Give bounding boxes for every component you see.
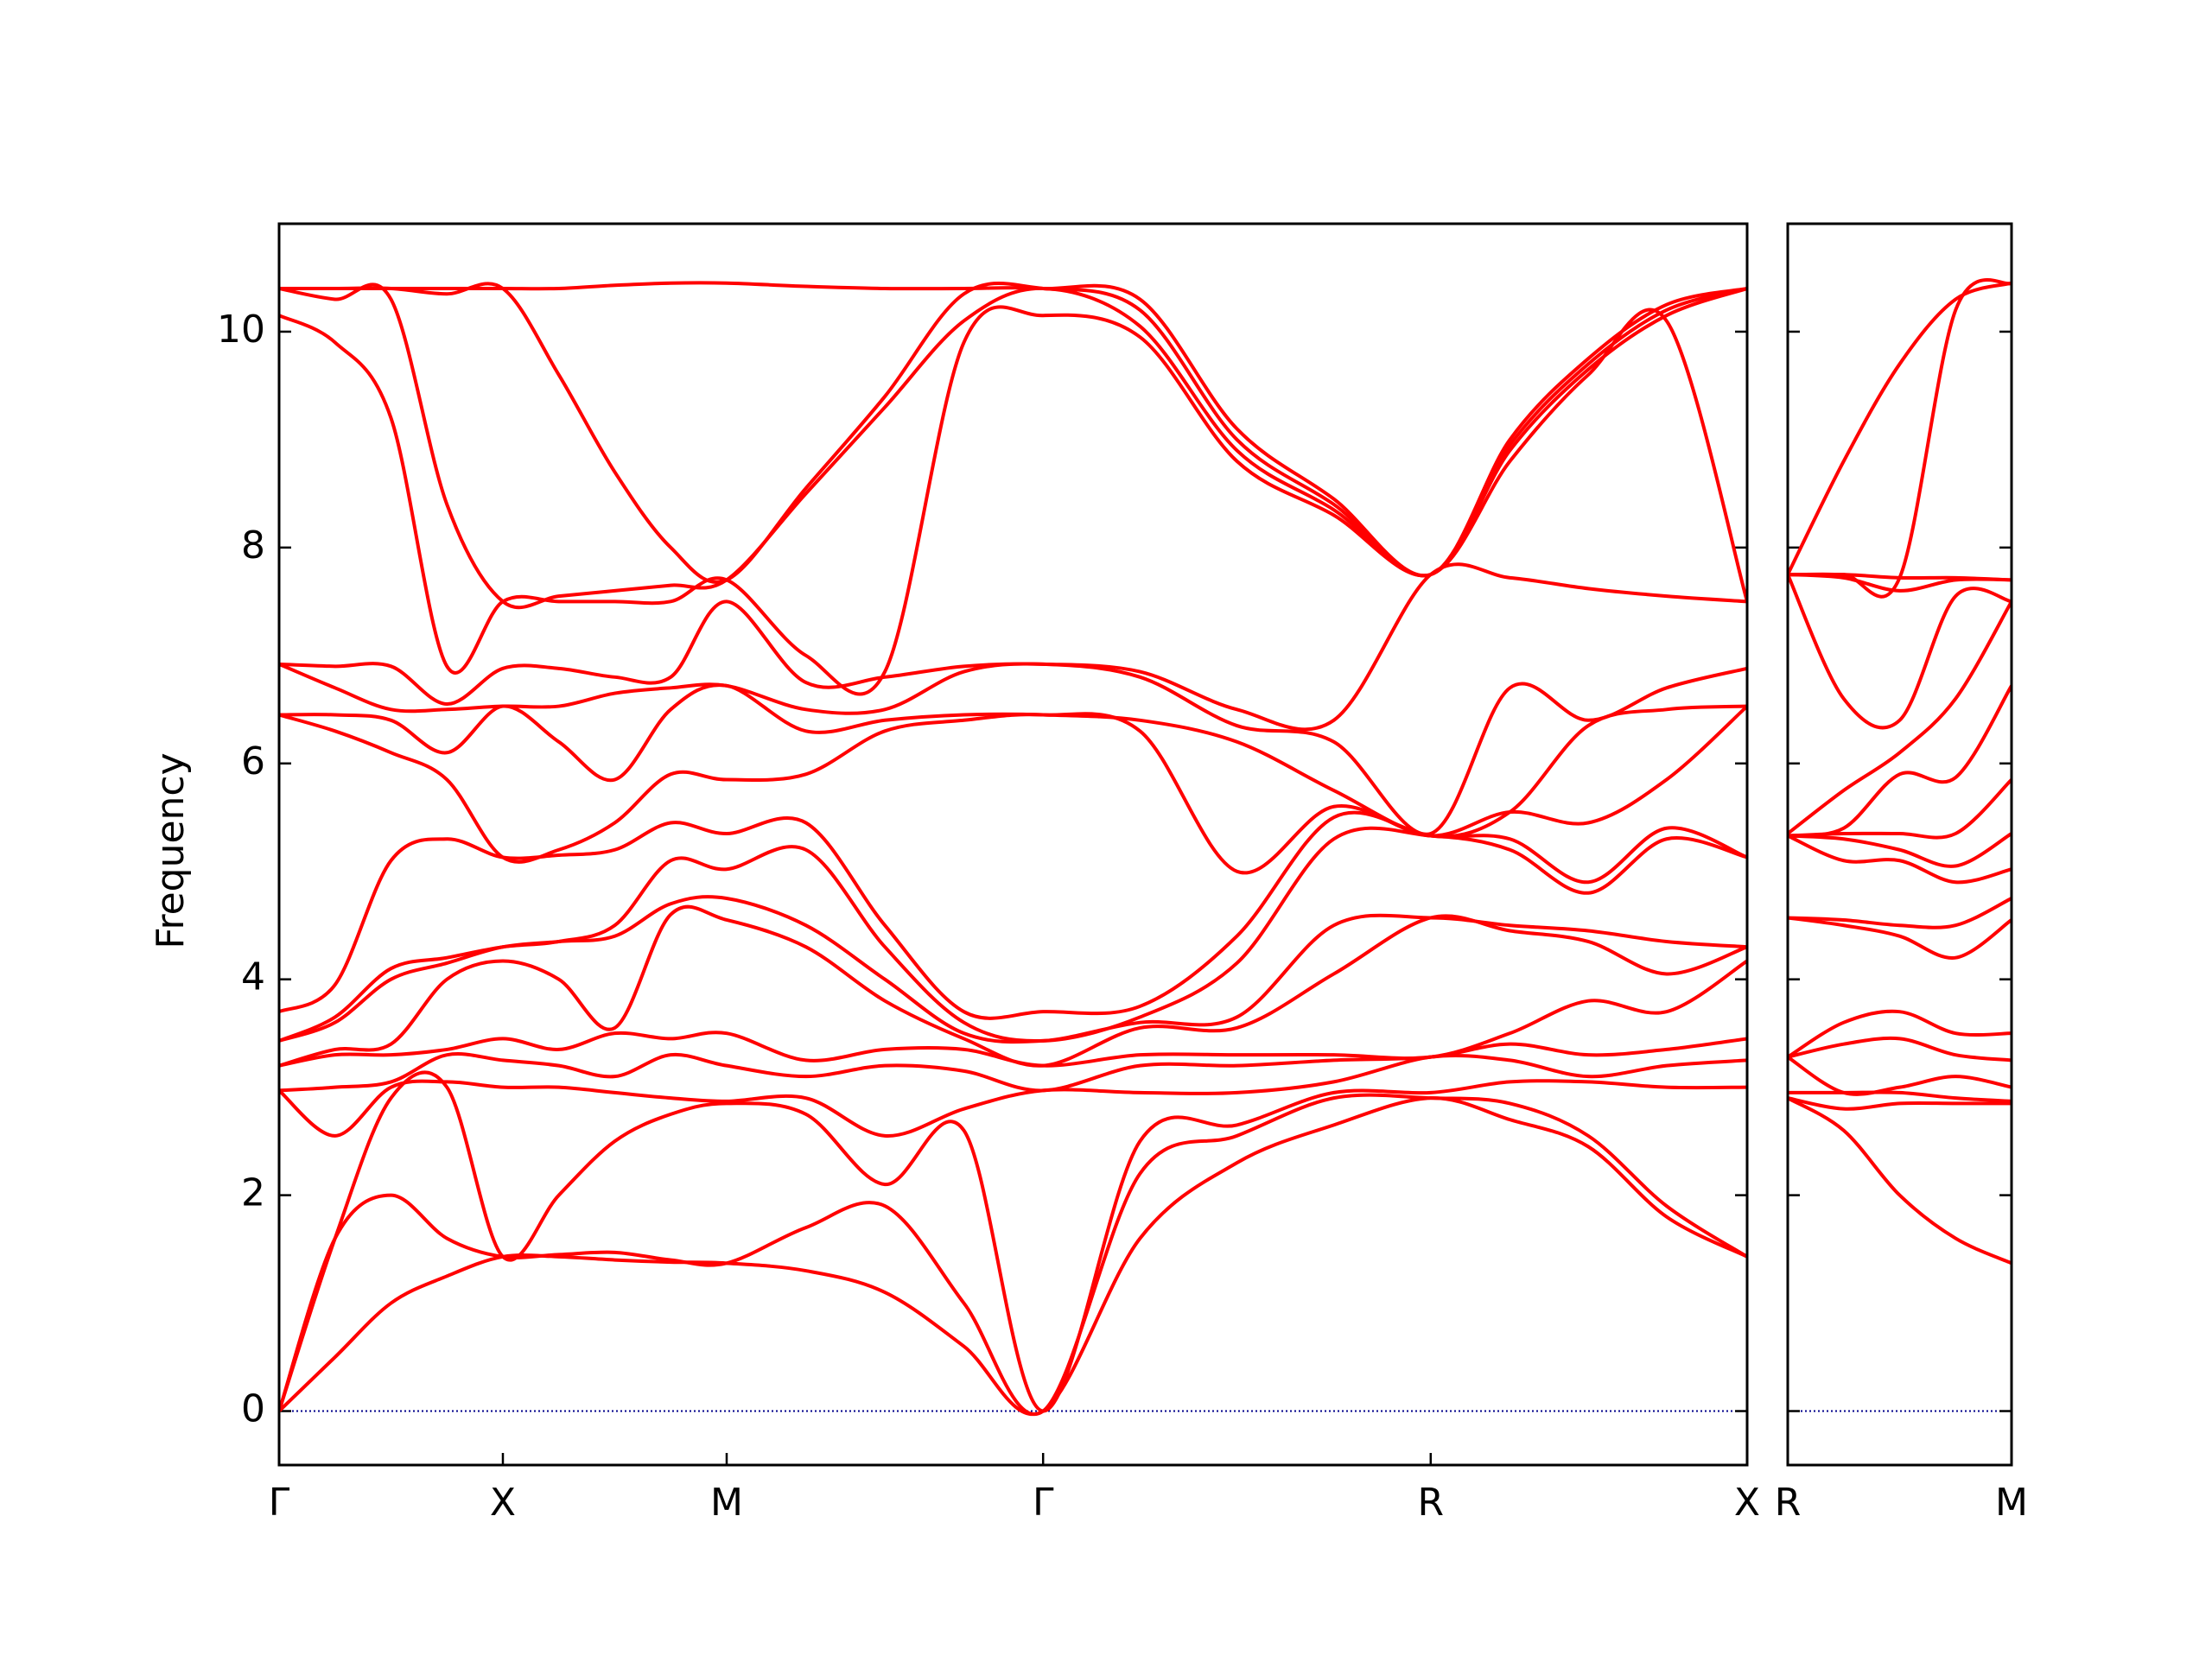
band-line: [279, 282, 1747, 610]
band-line: [1788, 281, 2012, 575]
band-line: [1788, 916, 2012, 960]
band-line: [1788, 278, 2012, 599]
band-line: [1788, 600, 2012, 835]
x-tick-label: R: [1775, 1481, 1802, 1525]
band-line: [279, 895, 1747, 1044]
band-line: [279, 904, 1747, 1068]
y-tick-label: 6: [241, 739, 265, 783]
band-line: [279, 826, 1747, 1044]
band-line: [1788, 684, 2012, 838]
x-tick-label: X: [490, 1481, 516, 1525]
y-tick-label: 10: [217, 308, 265, 352]
band-line: [1788, 574, 2012, 730]
x-tick-label: M: [1995, 1481, 2028, 1525]
band-line: [279, 1070, 1747, 1413]
plot-frame: [1786, 222, 2013, 1467]
y-axis-label: Frequency: [149, 752, 193, 948]
band-line: [279, 1037, 1747, 1093]
x-tick-label: M: [710, 1481, 743, 1525]
band-line: [279, 562, 1747, 732]
y-tick-label: 4: [241, 955, 265, 999]
band-line: [1788, 1009, 2012, 1059]
band-line: [1788, 1096, 2012, 1111]
x-tick-label: X: [1734, 1481, 1760, 1525]
band-line: [279, 959, 1747, 1068]
plot-frame: [277, 222, 1749, 1467]
band-line: [1788, 832, 2012, 868]
band-line: [1788, 897, 2012, 929]
band-line: [279, 662, 1747, 836]
band-line: [279, 1096, 1747, 1417]
band-line: [1788, 1090, 2012, 1103]
band-line: [279, 281, 1747, 578]
x-tick-label: Γ: [1033, 1481, 1054, 1525]
band-line: [1788, 1055, 2012, 1096]
x-tick-label: Γ: [269, 1481, 290, 1525]
band-line: [279, 1093, 1747, 1416]
band-line: [279, 282, 1747, 584]
band-line: [279, 705, 1747, 875]
band-line: [279, 810, 1747, 1020]
band-line: [279, 305, 1747, 696]
band-line: [1788, 834, 2012, 885]
y-tick-label: 8: [241, 523, 265, 568]
y-tick-label: 0: [241, 1387, 265, 1431]
band-line: [1788, 1036, 2012, 1063]
band-line: [279, 1053, 1747, 1138]
band-line: [279, 683, 1747, 839]
band-line: [1788, 1096, 2012, 1266]
x-tick-label: R: [1417, 1481, 1444, 1525]
y-tick-label: 2: [241, 1171, 265, 1215]
